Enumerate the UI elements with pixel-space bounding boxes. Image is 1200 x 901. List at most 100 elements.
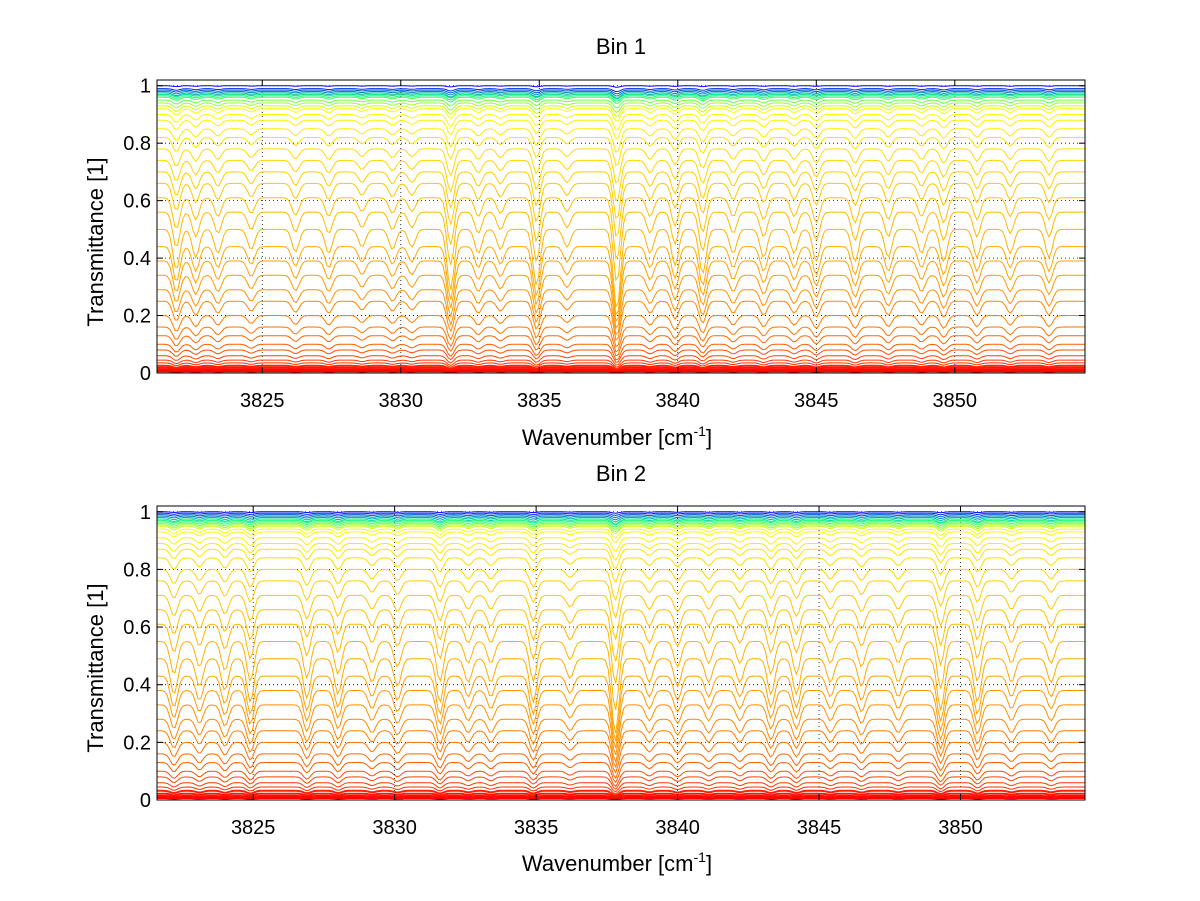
y-tick-label: 0.6 — [123, 191, 151, 213]
series-line — [157, 368, 1085, 373]
series-line — [157, 568, 1085, 602]
y-tick-label: 0.6 — [123, 617, 151, 639]
series-line — [157, 675, 1085, 742]
series-line — [157, 542, 1085, 562]
x-axis-label-exponent: -1 — [694, 849, 707, 865]
series-line — [157, 776, 1085, 790]
y-tick-label: 0.2 — [123, 306, 151, 328]
series-line — [157, 641, 1085, 710]
series-line — [157, 355, 1085, 366]
ticks: 3825 3830 3835 3840 3845 3850 0 0.2 0.4 0.6 0.8 1 — [123, 76, 1085, 412]
y-tick-label: 0 — [140, 363, 151, 385]
series-line — [157, 96, 1085, 104]
series-line — [157, 797, 1085, 801]
series-line — [157, 90, 1085, 97]
x-tick-label: 3825 — [240, 390, 285, 412]
series-line — [157, 782, 1085, 793]
series-line — [157, 85, 1085, 88]
series-line — [157, 343, 1085, 361]
series-line — [157, 159, 1085, 202]
series-line — [157, 300, 1085, 341]
series-line — [157, 658, 1085, 734]
series-line — [157, 718, 1085, 764]
x-tick-label: 3840 — [656, 390, 701, 412]
series-line — [157, 105, 1085, 118]
series-line — [157, 370, 1085, 374]
x-axis-label-exponent: -1 — [694, 423, 707, 439]
series-line — [157, 260, 1085, 323]
series-line — [157, 362, 1085, 369]
series-group — [157, 85, 1085, 374]
series-line — [157, 113, 1085, 131]
series-line — [157, 314, 1085, 348]
series-line — [157, 521, 1085, 528]
series-line — [157, 211, 1085, 282]
series-line — [157, 524, 1085, 533]
y-tick-label: 0.4 — [123, 248, 151, 270]
series-line — [157, 289, 1085, 336]
x-axis-label: Wavenumber [cm-1] — [522, 849, 712, 876]
series-group — [157, 511, 1085, 801]
axes-box — [156, 505, 1086, 801]
y-tick-label: 0.8 — [123, 133, 151, 155]
x-tick-label: 3845 — [797, 817, 842, 839]
series-line — [157, 349, 1085, 363]
x-tick-label: 3825 — [231, 817, 276, 839]
x-axis-label-close: ] — [706, 425, 712, 450]
series-line — [157, 511, 1085, 514]
series-line — [157, 690, 1085, 749]
series-line — [157, 359, 1085, 368]
series-line — [157, 119, 1085, 140]
panel-bin-1: Bin 1 3825 3830 3835 3840 3845 3850 0 0.2 0.4 0.6… — [83, 34, 1086, 450]
series-line — [157, 99, 1085, 109]
series-line — [157, 519, 1085, 526]
y-tick-label: 0.8 — [123, 559, 151, 581]
series-line — [157, 770, 1085, 788]
x-axis-label-main: Wavenumber [cm — [522, 851, 694, 876]
series-line — [157, 335, 1085, 357]
series-line — [157, 522, 1085, 530]
series-line — [157, 704, 1085, 756]
y-tick-label: 0.2 — [123, 732, 151, 754]
series-line — [157, 514, 1085, 519]
series-line — [157, 128, 1085, 153]
series-line — [157, 182, 1085, 238]
series-line — [157, 557, 1085, 584]
series-line — [157, 148, 1085, 184]
series-line — [157, 197, 1085, 260]
series-line — [157, 516, 1085, 523]
x-axis-label: Wavenumber [cm-1] — [522, 423, 712, 450]
series-line — [157, 274, 1085, 330]
series-line — [157, 761, 1085, 784]
series-line — [157, 525, 1085, 535]
y-axis-label: Transmittance [1] — [83, 157, 108, 326]
y-tick-label: 0.4 — [123, 675, 151, 697]
series-line — [157, 518, 1085, 525]
series-line — [157, 228, 1085, 309]
series-line — [157, 108, 1085, 122]
series-line — [157, 537, 1085, 553]
ticks: 3825 3830 3835 3840 3845 3850 0 0.2 0.4 0.6 0.8 1 — [123, 502, 1085, 839]
x-axis-label-close: ] — [706, 851, 712, 876]
series-line — [157, 609, 1085, 662]
series-line — [157, 136, 1085, 167]
y-tick-label: 0 — [140, 790, 151, 812]
series-line — [157, 326, 1085, 353]
y-tick-label: 1 — [140, 502, 151, 524]
x-tick-label: 3850 — [938, 817, 983, 839]
series-line — [157, 753, 1085, 780]
panel-bin-2: Bin 2 3825 3830 3835 3840 3845 3850 0 0.2 0.4 0.6… — [83, 461, 1086, 876]
y-tick-label: 1 — [140, 76, 151, 98]
series-line — [157, 792, 1085, 799]
series-line — [157, 88, 1085, 93]
series-line — [157, 741, 1085, 774]
series-line — [157, 623, 1085, 684]
x-tick-label: 3830 — [379, 390, 424, 412]
series-line — [157, 795, 1085, 800]
series-line — [157, 246, 1085, 317]
series-line — [157, 730, 1085, 769]
y-axis-label: Transmittance [1] — [83, 583, 108, 752]
series-line — [157, 786, 1085, 795]
